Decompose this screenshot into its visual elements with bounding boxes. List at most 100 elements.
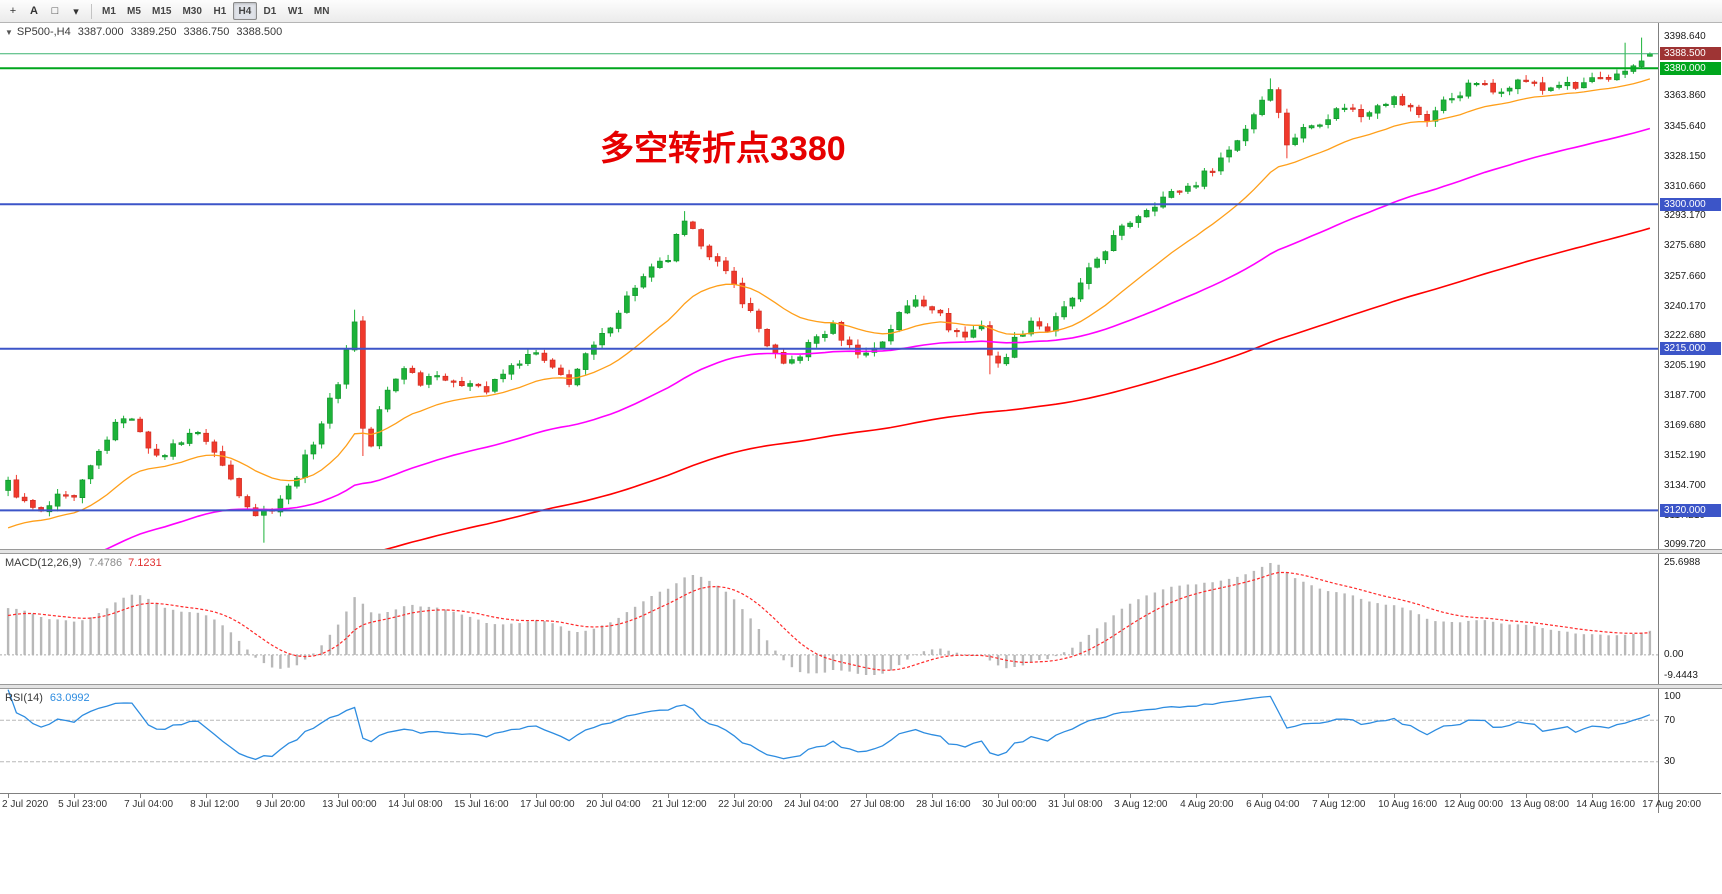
toolbar: + A □ ▾ M1 M5 M15 M30 H1 H4 D1 W1 MN xyxy=(0,0,1722,23)
price-badge: 3215.000 xyxy=(1660,342,1721,356)
timeframe-button-d1[interactable]: D1 xyxy=(263,5,277,17)
time-axis-label: 13 Aug 08:00 xyxy=(1510,799,1570,810)
time-axis-label: 14 Aug 16:00 xyxy=(1576,799,1636,810)
time-tick xyxy=(74,794,76,798)
rsi-panel: RSI(14) 63.0992 100 70 30 xyxy=(0,689,1722,793)
time-axis-label: 5 Jul 23:00 xyxy=(58,799,108,810)
time-axis-label: 22 Jul 20:00 xyxy=(718,799,773,810)
rsi-chart xyxy=(0,689,1658,763)
timeframe-button-m5[interactable]: M5 xyxy=(127,5,141,17)
crosshair-icon: + xyxy=(9,5,17,17)
crosshair-tool-button[interactable]: + xyxy=(3,2,23,20)
rsi-label: RSI(14) 63.0992 xyxy=(5,692,90,704)
macd-main-value: 7.4786 xyxy=(88,557,123,569)
time-axis-label: 24 Jul 04:00 xyxy=(784,799,839,810)
price-badge: 3388.500 xyxy=(1660,47,1721,61)
macd-axis-label: 0.00 xyxy=(1664,649,1684,661)
time-axis-label: 21 Jul 12:00 xyxy=(652,799,707,810)
draw-tools-dropdown-button[interactable]: ▾ xyxy=(66,2,86,20)
time-axis-row: 2 Jul 2020 5 Jul 23:00 7 Jul 04:00 8 Jul 12… xyxy=(0,793,1722,813)
time-axis[interactable]: 2 Jul 2020 5 Jul 23:00 7 Jul 04:00 8 Jul 12… xyxy=(0,793,1701,813)
timeframe-button-m30[interactable]: M30 xyxy=(182,5,202,17)
macd-plot[interactable]: MACD(12,26,9) 7.4786 7.1231 xyxy=(0,554,1658,684)
macd-axis: 25.6988 0.00 -9.4443 xyxy=(1658,554,1722,684)
macd-axis-label: 25.6988 xyxy=(1664,557,1701,568)
rsi-axis-label: 100 xyxy=(1664,691,1681,702)
time-tick xyxy=(536,794,538,798)
time-axis-label: 27 Jul 08:00 xyxy=(850,799,905,810)
ohlc-open: 3387.000 xyxy=(77,26,124,38)
time-tick xyxy=(866,794,868,798)
main-chart-plot[interactable]: ▼ SP500-,H4 3387.000 3389.250 3386.750 3388.5… xyxy=(0,23,1658,549)
rsi-plot[interactable]: RSI(14) 63.0992 xyxy=(0,689,1658,793)
price-axis-label: 3328.150 xyxy=(1664,150,1706,162)
rsi-axis-label: 30 xyxy=(1664,756,1676,768)
macd-chart xyxy=(0,563,1658,675)
time-axis-label: 7 Jul 04:00 xyxy=(124,799,174,810)
slow-ma-line xyxy=(384,227,1651,549)
time-axis-label: 10 Aug 16:00 xyxy=(1378,799,1438,810)
price-axis-label: 3240.170 xyxy=(1664,300,1706,312)
time-axis-label: 17 Jul 00:00 xyxy=(520,799,575,810)
panel-splitter[interactable] xyxy=(0,684,1722,689)
price-axis-label: 3310.660 xyxy=(1664,180,1706,192)
symbol-title: SP500-,H4 xyxy=(16,26,71,38)
time-axis-label: 20 Jul 04:00 xyxy=(586,799,641,810)
macd-histogram xyxy=(6,563,1652,675)
time-tick xyxy=(404,794,406,798)
time-axis-label: 6 Aug 04:00 xyxy=(1246,799,1300,810)
chart-collapse-icon[interactable]: ▼ xyxy=(5,28,13,37)
time-tick xyxy=(1064,794,1066,798)
text-tool-icon: A xyxy=(30,5,38,17)
ohlc-low: 3386.750 xyxy=(183,26,230,38)
time-tick xyxy=(8,794,10,798)
time-tick xyxy=(668,794,670,798)
time-axis-label: 8 Jul 12:00 xyxy=(190,799,240,810)
time-tick xyxy=(1526,794,1528,798)
price-axis-label: 3205.190 xyxy=(1664,360,1706,371)
timeframe-group: M1 M5 M15 M30 H1 H4 D1 W1 MN xyxy=(97,2,334,20)
time-axis-label: 30 Jul 00:00 xyxy=(982,799,1037,810)
price-axis-label: 3257.660 xyxy=(1664,270,1706,282)
timeframe-button-mn[interactable]: MN xyxy=(313,5,330,17)
macd-signal-value: 7.1231 xyxy=(128,557,162,569)
timeframe-button-m1[interactable]: M1 xyxy=(102,5,116,17)
timeframe-button-h4[interactable]: H4 xyxy=(232,2,257,20)
price-axis-label: 3222.680 xyxy=(1664,330,1706,342)
shapes-tool-button[interactable]: □ xyxy=(45,2,65,20)
time-tick xyxy=(1196,794,1198,798)
macd-signal-line xyxy=(8,571,1650,671)
time-tick xyxy=(602,794,604,798)
rsi-axis: 100 70 30 xyxy=(1658,689,1722,793)
time-tick xyxy=(1658,794,1660,798)
chevron-down-icon: ▾ xyxy=(73,5,79,18)
panel-splitter[interactable] xyxy=(0,549,1722,554)
time-axis-label: 15 Jul 16:00 xyxy=(454,799,509,810)
price-axis[interactable]: 3398.640 3363.860 3345.640 3328.150 3310.660… xyxy=(1658,23,1722,550)
time-axis-label: 17 Aug 20:00 xyxy=(1642,799,1702,810)
toolbar-separator xyxy=(91,3,92,19)
ohlc-high: 3389.250 xyxy=(130,26,177,38)
medium-ma-line xyxy=(104,127,1651,549)
time-tick xyxy=(140,794,142,798)
rsi-line xyxy=(7,689,1651,761)
rsi-axis-label: 70 xyxy=(1664,714,1676,726)
time-tick xyxy=(1328,794,1330,798)
time-tick xyxy=(734,794,736,798)
time-axis-label: 13 Jul 00:00 xyxy=(322,799,377,810)
macd-label: MACD(12,26,9) 7.4786 7.1231 xyxy=(5,557,162,569)
time-tick xyxy=(1262,794,1264,798)
time-axis-label: 3 Aug 12:00 xyxy=(1114,799,1168,810)
chart-annotation-text: 多空转折点3380 xyxy=(600,130,846,168)
time-tick xyxy=(470,794,472,798)
timeframe-button-m15[interactable]: M15 xyxy=(152,5,172,17)
timeframe-button-w1[interactable]: W1 xyxy=(287,5,303,17)
time-axis-label: 2 Jul 2020 xyxy=(2,799,49,810)
price-badge: 3120.000 xyxy=(1660,503,1721,517)
price-axis-label: 3293.170 xyxy=(1664,210,1706,222)
main-chart-panel: ▼ SP500-,H4 3387.000 3389.250 3386.750 3388.5… xyxy=(0,23,1722,550)
bottom-filler xyxy=(0,813,1722,894)
timeframe-button-h1[interactable]: H1 xyxy=(213,5,227,17)
shapes-icon: □ xyxy=(51,5,59,17)
text-label-tool-button[interactable]: A xyxy=(24,2,44,20)
